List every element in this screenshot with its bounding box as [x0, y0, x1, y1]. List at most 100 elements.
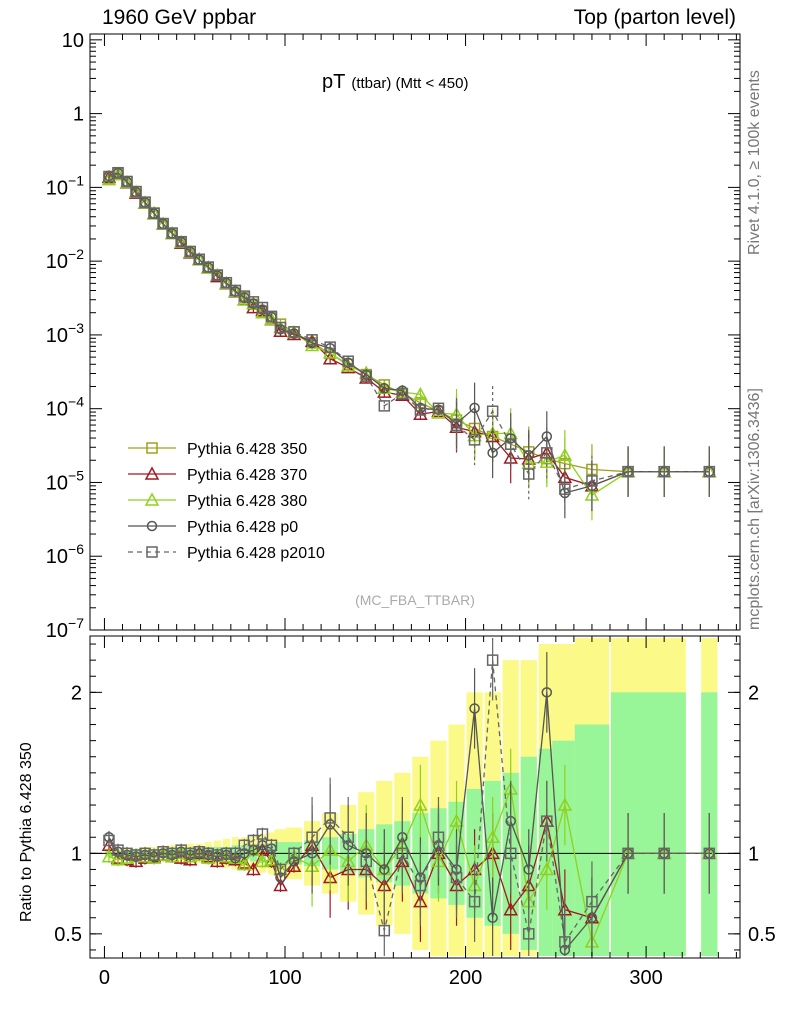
ratio-point-p2010 [559, 936, 571, 948]
data-point-p2010 [256, 301, 269, 314]
ratio-point-p2010 [396, 847, 409, 860]
data-point-p2010 [306, 334, 318, 346]
data-point-p2010 [432, 402, 445, 415]
data-point-p380 [201, 260, 216, 274]
ratio-point-p2010 [166, 847, 178, 860]
legend-label-p380: Pythia 6.428 380 [187, 493, 307, 510]
ratio-point-p380 [110, 852, 126, 866]
ratio-point-p380 [182, 849, 198, 863]
data-point-p2010 [157, 217, 169, 230]
legend-marker-p0 [146, 520, 158, 532]
data-point-p2010 [175, 235, 187, 248]
main-y-tick-label: 10−6 [46, 541, 84, 568]
ratio-point-p2010 [504, 847, 517, 860]
data-point-p380 [539, 454, 555, 468]
ratio-y-tick-label-right: 2 [748, 682, 759, 704]
ratio-point-p2010 [112, 844, 124, 856]
data-point-p2010 [265, 310, 278, 323]
data-point-p2010 [658, 465, 670, 478]
ratio-y-axis-label: Ratio to Pythia 6.428 350 [18, 742, 35, 922]
main-y-tick-label: 10−3 [46, 320, 84, 347]
data-point-p2010 [396, 387, 409, 400]
series-line-p350 [108, 172, 710, 473]
main-y-tick-label: 1 [73, 104, 84, 126]
data-point-p2010 [622, 465, 634, 478]
ratio-point-p2010 [175, 844, 187, 856]
legend: Pythia 6.428 350 Pythia 6.428 370 Pythia 6… [128, 441, 325, 562]
axes-layer: 10 1 10−1 10−2 10−3 10−4 10−5 10−6 10−7 0.5 0.5 1 1 2… [46, 30, 776, 989]
ratio-y-tick-label-right: 0.5 [748, 924, 776, 946]
legend-marker-p2010 [146, 546, 158, 558]
ratio-y-tick-label-right: 1 [748, 843, 759, 865]
ratio-point-p0 [523, 864, 534, 875]
data-point-p380 [557, 447, 573, 461]
ratio-y-tick-label: 1 [71, 843, 82, 865]
data-point-p2010 [468, 434, 481, 446]
ratio-point-p2010 [184, 847, 196, 860]
ratio-point-p2010 [202, 847, 215, 860]
ratio-point-p2010 [211, 849, 224, 861]
main-plot-frame [89, 33, 741, 631]
ratio-plot-frame [89, 635, 741, 959]
ratio-point-p2010 [157, 845, 169, 858]
data-point-p0 [469, 402, 480, 414]
ratio-series-layer [101, 638, 717, 956]
ratio-point-p2010 [247, 834, 260, 847]
ratio-point-p2010 [360, 855, 372, 868]
ratio-point-p2010 [468, 895, 481, 908]
data-point-p380 [264, 311, 279, 325]
ratio-point-p2010 [148, 849, 160, 861]
ratio-point-p2010 [306, 831, 318, 843]
ratio-point-p2010 [256, 828, 269, 840]
legend-marker-p350 [146, 442, 158, 454]
ratio-band-layer [90, 638, 740, 956]
ratio-point-p0 [541, 687, 553, 698]
series-line-p370 [108, 173, 710, 487]
mcplots-credit-label: mcplots.cern.ch [arXiv:1306.3436] [746, 388, 763, 630]
ratio-point-p380 [164, 849, 180, 863]
data-point-p2010 [450, 419, 463, 432]
frames-layer [89, 33, 741, 959]
data-point-p380 [413, 386, 428, 401]
ratio-point-p2010 [139, 847, 151, 860]
legend-label-p0: Pythia 6.428 p0 [187, 519, 298, 536]
data-point-p0 [487, 447, 498, 459]
data-point-p370 [413, 406, 428, 421]
data-point-p2010 [586, 475, 598, 487]
header-collision-energy: 1960 GeV ppbar [102, 6, 257, 29]
data-point-p2010 [139, 196, 151, 208]
legend-label-p2010: Pythia 6.428 p2010 [187, 545, 325, 562]
ratio-point-p2010 [103, 834, 115, 847]
ratio-point-p2010 [342, 831, 354, 843]
ratio-point-p380 [539, 861, 555, 876]
ratio-y-tick-label: 2 [71, 682, 82, 704]
ratio-point-p380 [146, 850, 162, 864]
ratio-point-p2010 [378, 924, 391, 937]
data-point-p2010 [220, 276, 233, 289]
ratio-point-p370 [273, 877, 288, 892]
legend-label-p370: Pythia 6.428 370 [187, 467, 307, 484]
data-point-p2010 [559, 483, 571, 495]
header-process: Top (parton level) [573, 6, 736, 29]
ratio-point-p2010 [486, 654, 499, 666]
ratio-point-p2010 [220, 847, 233, 860]
data-point-p2010 [504, 438, 517, 450]
data-point-p2010 [130, 186, 142, 198]
x-tick-label: 100 [268, 967, 301, 989]
data-point-p2010 [342, 355, 354, 367]
ratio-point-p0 [379, 864, 390, 875]
main-y-tick-label: 10 [62, 30, 84, 52]
ratio-point-p2010 [193, 845, 205, 858]
main-series-layer [101, 166, 717, 521]
ratio-point-p0 [487, 912, 498, 923]
ratio-point-p2010 [121, 847, 133, 860]
ratio-point-p2010 [703, 847, 716, 860]
ratio-point-p380 [255, 853, 270, 868]
data-point-p2010 [703, 465, 716, 478]
x-tick-label: 200 [449, 967, 482, 989]
data-point-p2010 [360, 370, 372, 382]
data-point-p2010 [523, 468, 535, 480]
ratio-point-p380 [237, 857, 252, 871]
data-point-p2010 [414, 404, 427, 416]
